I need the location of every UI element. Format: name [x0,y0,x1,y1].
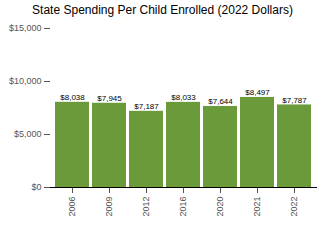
svg-text:2009: 2009 [104,197,114,217]
svg-text:2021: 2021 [252,197,262,217]
svg-text:$5,000: $5,000 [14,129,42,139]
svg-text:$15,000: $15,000 [9,23,42,33]
svg-text:$7,644: $7,644 [208,97,233,106]
svg-text:$7,187: $7,187 [134,102,159,111]
svg-text:2020: 2020 [215,197,225,217]
svg-text:$7,787: $7,787 [282,96,307,105]
svg-text:$0: $0 [31,182,41,192]
html-text:State Spending Per Child Enrol: State Spending Per Child Enrolled (2022 … [32,3,293,17]
svg-text:2022: 2022 [289,197,299,217]
svg-text:$8,497: $8,497 [245,88,270,97]
svg-text:2006: 2006 [67,197,77,217]
svg-text:$10,000: $10,000 [9,76,42,86]
svg-text:2012: 2012 [141,197,151,217]
svg-text:$8,038: $8,038 [60,93,85,102]
svg-text:$8,033: $8,033 [171,93,196,102]
svg-text:2016: 2016 [178,197,188,217]
svg-text:$7,945: $7,945 [97,94,122,103]
